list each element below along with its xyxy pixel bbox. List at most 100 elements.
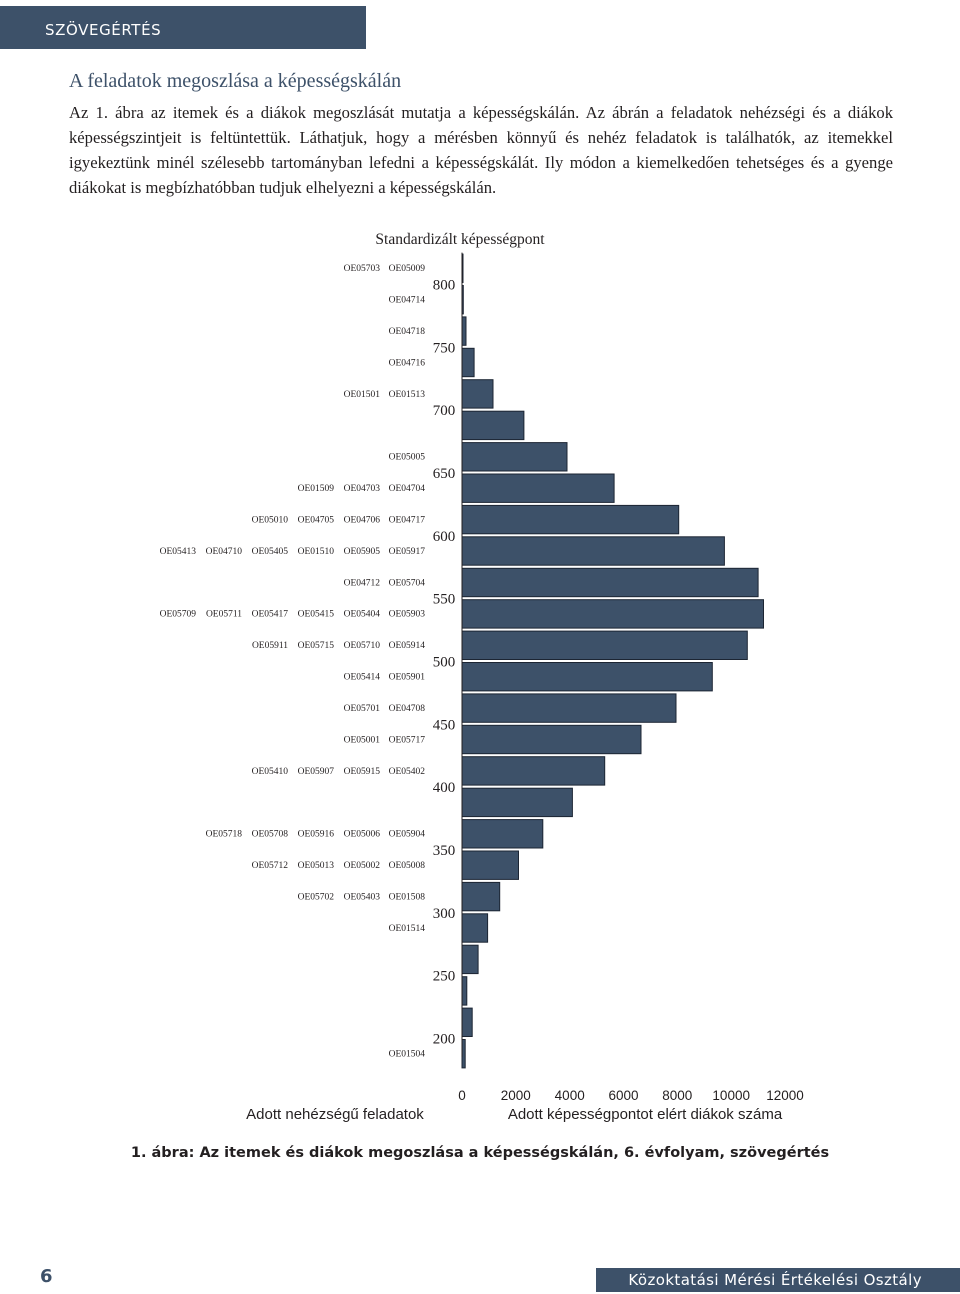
bar-23 xyxy=(461,976,468,1006)
item-label: OE05911 xyxy=(252,641,288,651)
item-label: OE05009 xyxy=(389,264,426,274)
item-label: OE05402 xyxy=(389,767,426,777)
bar-24 xyxy=(461,1007,473,1037)
item-label: OE05905 xyxy=(344,547,381,557)
item-ability-distribution-chart: Standardizált képességpont OE05703 OE0500… xyxy=(160,231,804,1123)
bar-9 xyxy=(461,536,725,566)
bar-22 xyxy=(461,944,479,975)
bar-16 xyxy=(461,756,606,786)
y-tick-label: 650 xyxy=(433,466,456,482)
y-tick-label: 250 xyxy=(433,969,456,985)
item-label: OE05711 xyxy=(206,610,242,620)
page-number: 6 xyxy=(40,1266,53,1287)
item-label: OE01501 xyxy=(344,390,381,400)
item-label: OE01510 xyxy=(298,547,335,557)
item-label: OE05001 xyxy=(344,735,381,745)
x-tick-label: 10000 xyxy=(712,1088,750,1103)
item-label: OE04718 xyxy=(389,327,426,337)
item-label: OE05915 xyxy=(344,767,381,777)
item-label: OE05717 xyxy=(389,735,426,745)
item-label: OE05410 xyxy=(252,767,289,777)
bar-12 xyxy=(461,630,748,661)
item-label: OE05708 xyxy=(252,830,289,840)
item-label: OE05413 xyxy=(160,547,197,557)
item-label: OE05002 xyxy=(344,861,381,871)
item-label: OE05917 xyxy=(389,547,426,557)
left-axis-label: Adott nehézségű feladatok xyxy=(246,1106,424,1123)
item-label: OE05914 xyxy=(389,641,426,651)
item-label: OE05008 xyxy=(389,861,426,871)
x-tick-label: 8000 xyxy=(662,1088,692,1103)
item-label: OE04712 xyxy=(344,578,381,588)
bar-18 xyxy=(461,819,544,849)
item-label: OE05712 xyxy=(252,861,289,871)
item-label: OE05702 xyxy=(298,893,335,903)
y-tick-label: 300 xyxy=(433,906,456,922)
body-paragraph: Az 1. ábra az itemek és a diákok megoszl… xyxy=(69,103,893,197)
section-title: A feladatok megoszlása a képességskálán xyxy=(69,70,402,92)
bar-17 xyxy=(461,787,573,818)
item-label: OE05405 xyxy=(252,547,289,557)
item-label: OE04716 xyxy=(389,358,426,368)
y-tick-label: 400 xyxy=(433,780,456,796)
item-label: OE05718 xyxy=(206,830,243,840)
item-label: OE05414 xyxy=(344,673,381,683)
x-axis-ticks: 0 2000 4000 6000 8000 10000 12000 xyxy=(458,1088,804,1103)
bar-2 xyxy=(461,316,467,346)
item-label: OE05709 xyxy=(160,610,197,620)
x-tick-label: 2000 xyxy=(501,1088,531,1103)
item-label: OE04703 xyxy=(344,484,381,494)
x-axis-label: Adott képességpontot elért diákok száma xyxy=(508,1106,783,1123)
bar-13 xyxy=(461,662,713,692)
item-label: OE04714 xyxy=(389,296,426,306)
x-tick-label: 12000 xyxy=(766,1088,804,1103)
bar-20 xyxy=(461,881,501,912)
y-tick-label: 500 xyxy=(433,655,456,671)
bar-10 xyxy=(461,567,759,598)
item-label: OE05907 xyxy=(298,767,335,777)
x-tick-label: 6000 xyxy=(608,1088,638,1103)
bar-11 xyxy=(461,599,764,629)
footer-org-name: Közoktatási Mérési Értékelési Osztály xyxy=(628,1271,922,1289)
item-label: OE01514 xyxy=(389,924,426,934)
bar-7 xyxy=(461,473,615,503)
section-header-tab: SZÖVEGÉRTÉS xyxy=(0,6,366,49)
item-label: OE05417 xyxy=(252,610,289,620)
bars-group xyxy=(461,253,764,1069)
x-tick-label: 0 xyxy=(458,1088,466,1103)
bar-5 xyxy=(461,410,525,441)
bar-4 xyxy=(461,379,494,409)
item-labels-group: OE05703 OE05009 OE04714 OE04718 OE04716 OE015… xyxy=(160,264,426,1059)
y-axis-ticks: 200 250 300 350 400 450 500 550 600 650 700 750 800 xyxy=(433,278,456,1048)
item-label: OE05703 xyxy=(344,264,381,274)
item-label: OE01504 xyxy=(389,1050,426,1060)
item-label: OE05415 xyxy=(298,610,335,620)
item-label: OE05013 xyxy=(298,861,335,871)
item-label: OE05916 xyxy=(298,830,335,840)
item-label: OE05901 xyxy=(389,673,426,683)
y-tick-label: 350 xyxy=(433,843,456,859)
y-tick-label: 550 xyxy=(433,592,456,608)
item-label: OE05710 xyxy=(344,641,381,651)
item-label: OE05715 xyxy=(298,641,335,651)
item-label: OE04717 xyxy=(389,516,426,526)
item-label: OE04710 xyxy=(206,547,243,557)
x-tick-label: 4000 xyxy=(555,1088,585,1103)
bar-6 xyxy=(461,442,568,472)
item-label: OE05005 xyxy=(389,453,426,463)
figure-caption: 1. ábra: Az itemek és diákok megoszlása … xyxy=(130,1145,830,1161)
section-header-label: SZÖVEGÉRTÉS xyxy=(45,21,162,39)
item-label: OE05006 xyxy=(344,830,381,840)
bar-8 xyxy=(461,504,680,535)
y-tick-label: 700 xyxy=(433,403,456,419)
item-label: OE01508 xyxy=(389,893,426,903)
item-label: OE04704 xyxy=(389,484,426,494)
item-label: OE04708 xyxy=(389,704,426,714)
y-tick-label: 800 xyxy=(433,278,456,294)
item-label: OE01513 xyxy=(389,390,426,400)
y-tick-label: 750 xyxy=(433,340,456,356)
y-tick-label: 200 xyxy=(433,1032,456,1048)
footer-tab: Közoktatási Mérési Értékelési Osztály xyxy=(596,1268,960,1292)
item-label: OE05904 xyxy=(389,830,426,840)
bar-14 xyxy=(461,693,677,723)
